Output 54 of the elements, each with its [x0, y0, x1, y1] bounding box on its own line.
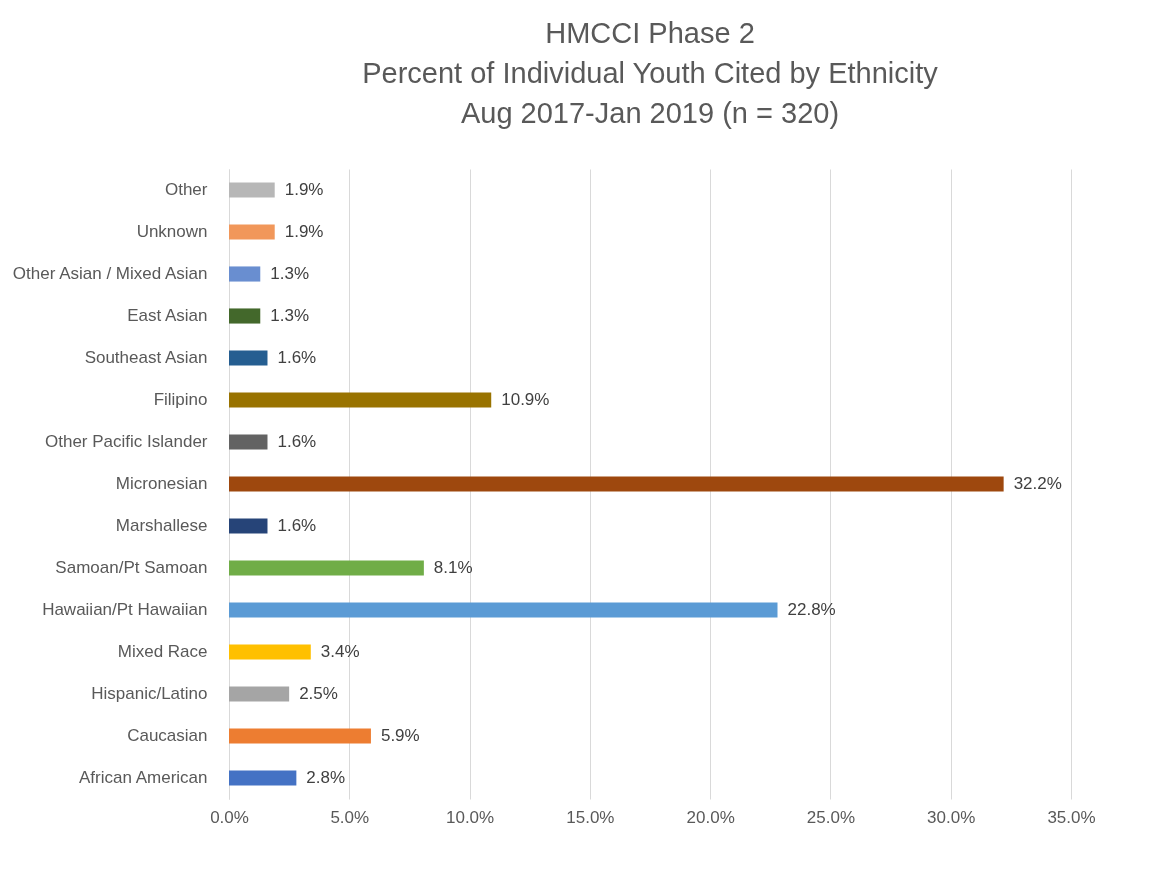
y-tick-label: East Asian: [127, 306, 208, 325]
x-tick-label: 30.0%: [927, 807, 976, 827]
x-tick-label: 0.0%: [210, 807, 249, 827]
y-tick-label: Samoan/Pt Samoan: [55, 558, 208, 577]
data-label: 1.6%: [277, 348, 317, 367]
x-tick-label: 25.0%: [806, 807, 856, 827]
y-tick-label: Mixed Race: [117, 642, 208, 661]
data-label: 2.8%: [306, 768, 346, 787]
data-label: 1.6%: [277, 516, 317, 535]
data-label: 22.8%: [787, 600, 836, 619]
data-label: 1.3%: [270, 306, 310, 325]
x-tick-label: 5.0%: [330, 807, 370, 827]
bar: [229, 518, 268, 534]
x-tick-label: 10.0%: [445, 807, 495, 827]
chart-title: HMCCI Phase 2 Percent of Individual Youth Cited by Ethnicity Aug 2017-Jan 2019 (n = 320): [362, 17, 939, 129]
bar: [229, 308, 261, 324]
bar: [229, 434, 268, 450]
data-label: 8.1%: [433, 558, 473, 577]
data-label: 2.5%: [299, 684, 338, 703]
bar: [229, 266, 261, 282]
data-label: 1.9%: [284, 222, 324, 241]
bar: [229, 728, 371, 744]
bar: [229, 182, 275, 198]
y-tick-label: Hawaiian/Pt Hawaiian: [42, 600, 208, 619]
y-tick-label: Other Pacific Islander: [44, 432, 208, 451]
y-tick-label: Marshallese: [115, 516, 208, 535]
y-tick-label: Caucasian: [127, 726, 208, 745]
y-tick-label: Other Asian / Mixed Asian: [12, 264, 208, 283]
y-tick-label: Unknown: [136, 222, 208, 241]
bar: [229, 644, 311, 660]
y-tick-label: Micronesian: [115, 474, 208, 493]
y-tick-label: Other: [164, 180, 208, 199]
data-label: 32.2%: [1013, 474, 1062, 493]
x-tick-label: 20.0%: [686, 807, 735, 827]
y-tick-label: Southeast Asian: [84, 348, 208, 367]
data-label: 3.4%: [320, 642, 360, 661]
bar: [229, 392, 492, 408]
bar: [229, 476, 1004, 492]
bar: [229, 560, 424, 576]
y-tick-label: Hispanic/Latino: [91, 684, 208, 703]
data-label: 1.6%: [277, 432, 317, 451]
data-label: 1.3%: [270, 264, 310, 283]
bar: [229, 686, 290, 702]
y-tick-label: Filipino: [153, 390, 208, 409]
data-label: 1.9%: [284, 180, 324, 199]
data-label: 10.9%: [501, 390, 550, 409]
bar: [229, 224, 275, 240]
x-tick-label: 35.0%: [1047, 807, 1096, 827]
bar: [229, 350, 268, 366]
x-tick-label: 15.0%: [566, 807, 615, 827]
y-tick-label: African American: [79, 768, 208, 787]
bar: [229, 602, 778, 618]
data-label: 5.9%: [380, 726, 420, 745]
bar: [229, 770, 297, 786]
